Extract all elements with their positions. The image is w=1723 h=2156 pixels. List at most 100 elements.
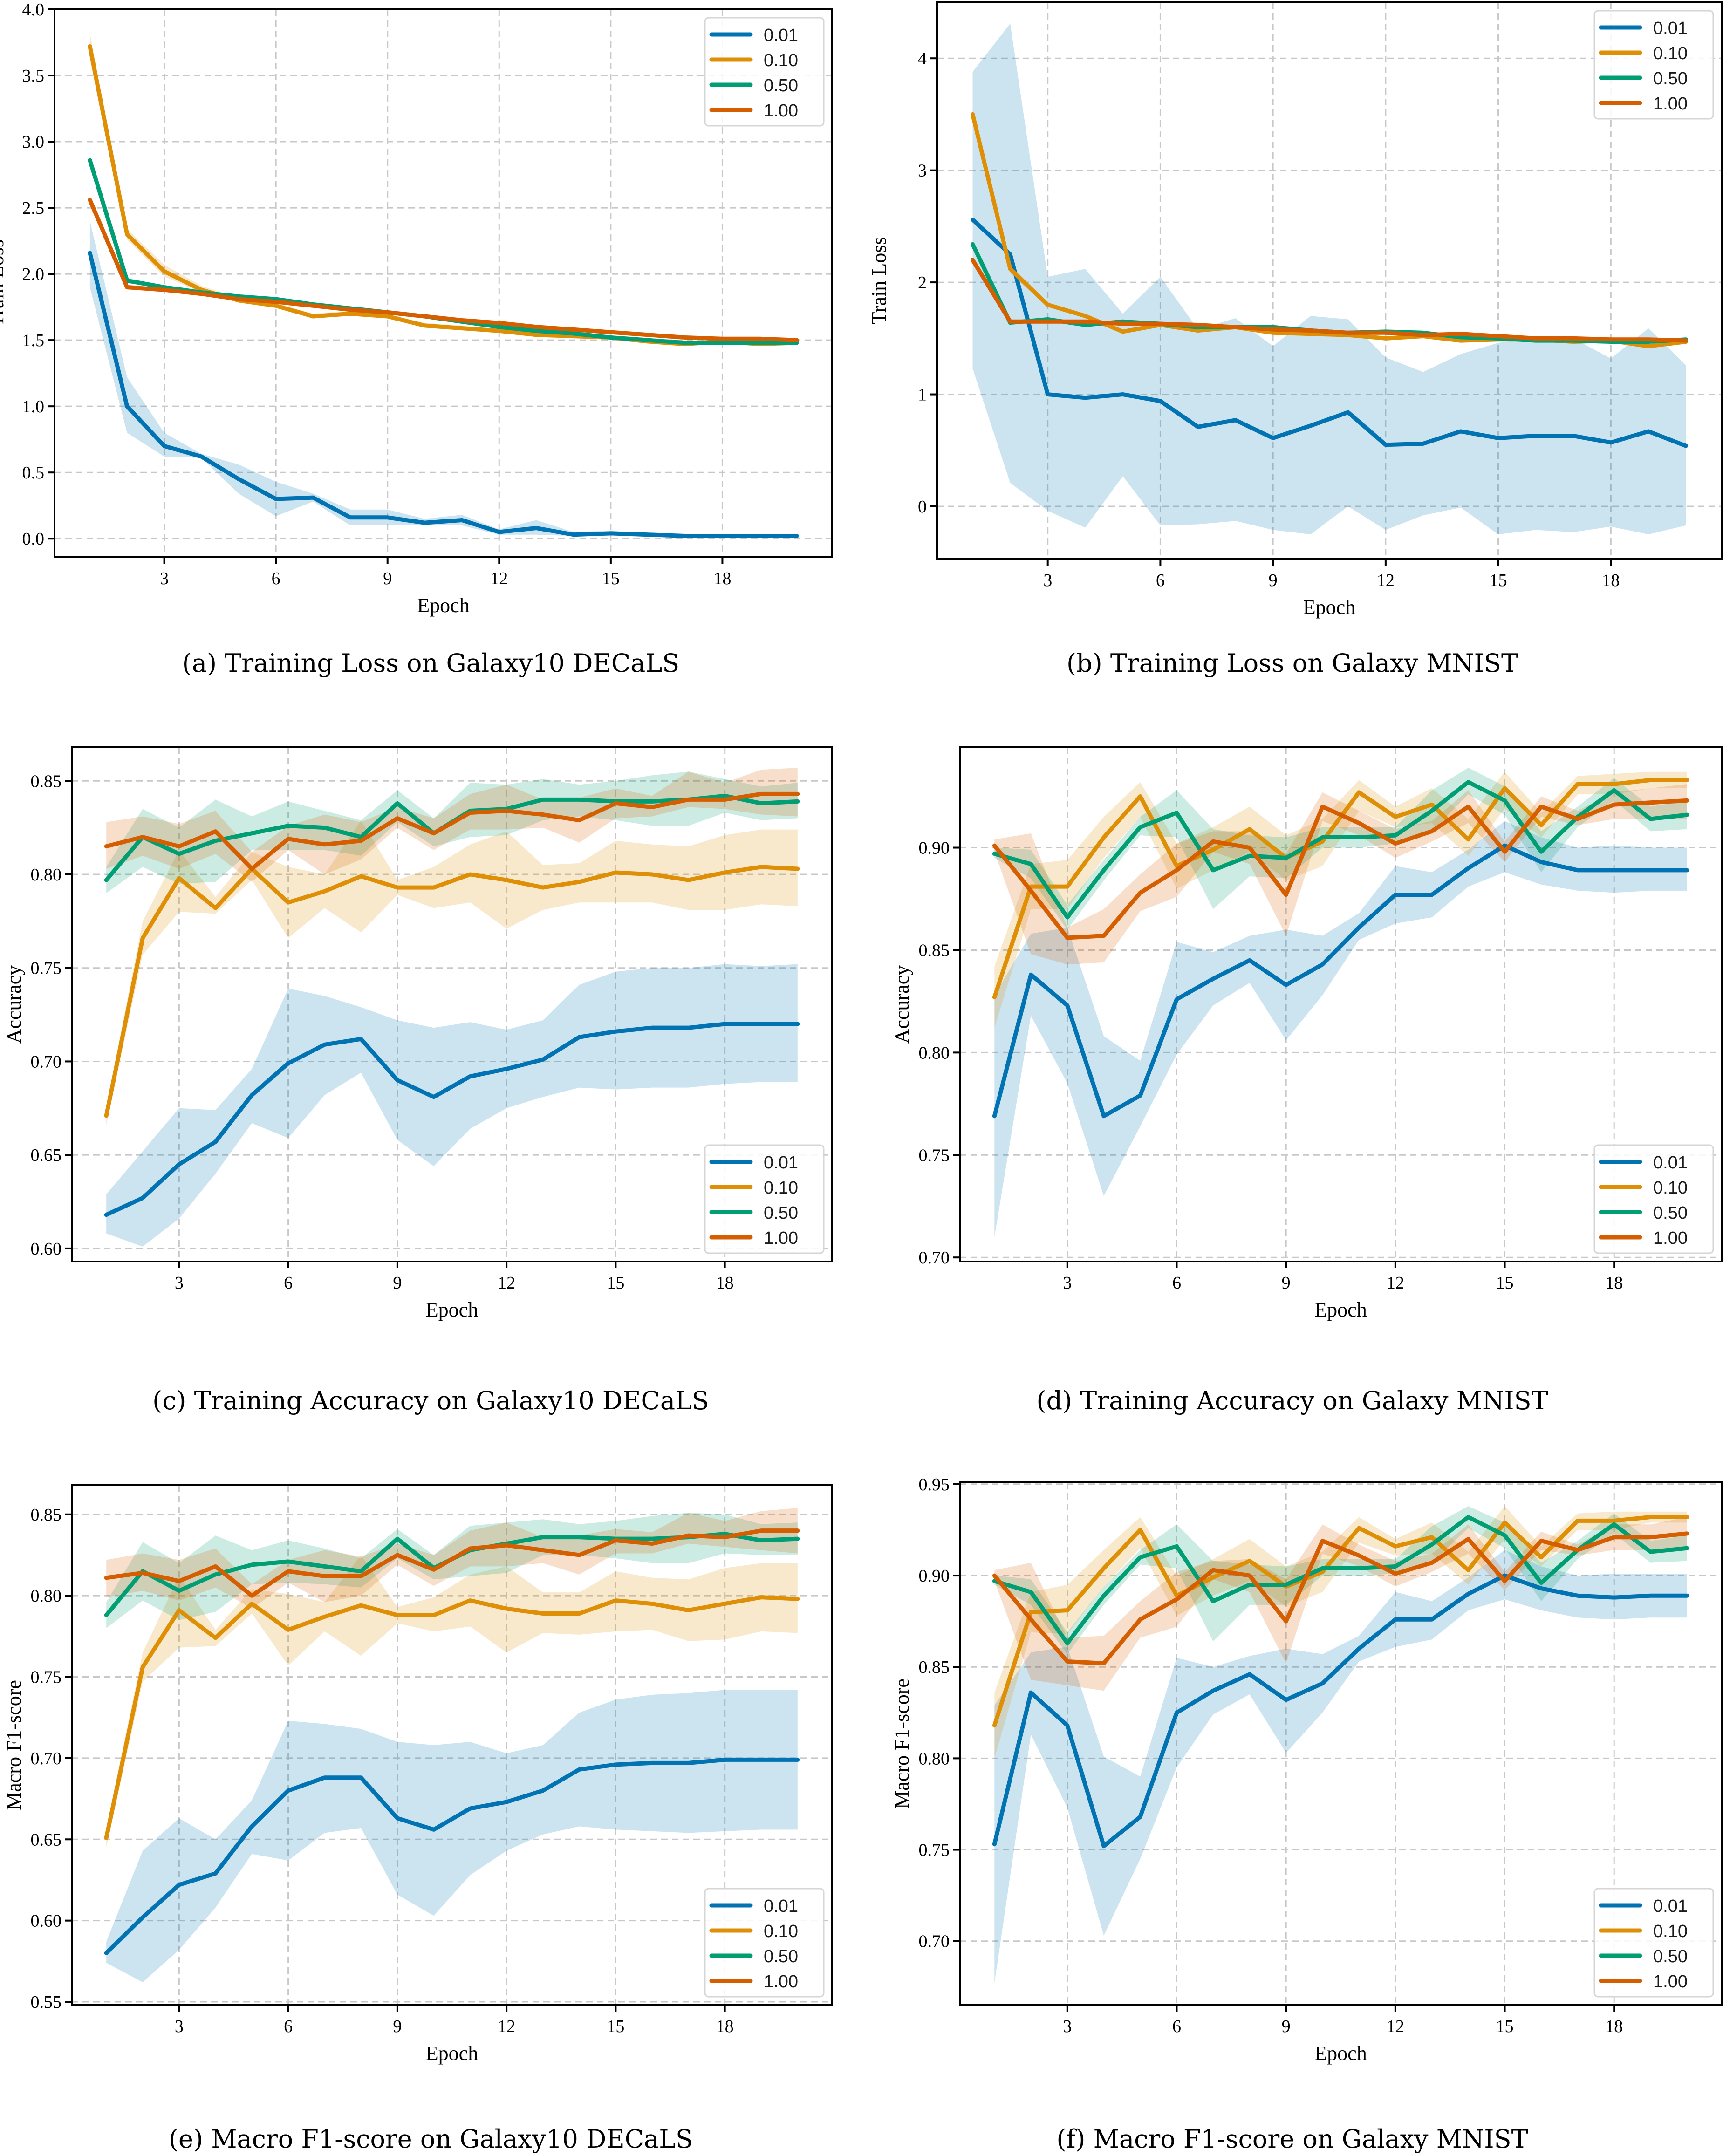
series-lines [992,778,1689,1119]
legend-label-1.00: 1.00 [764,1228,798,1248]
y-axis: 0.0 0.5 1.0 1.5 2.0 2.5 3.0 3.5 4.0 [22,0,55,549]
caption-f: (f) Macro F1-score on Galaxy MNIST [1056,2124,1528,2154]
x-tick-label: 18 [1602,571,1620,590]
y-tick-label: 0.60 [31,1239,62,1259]
legend-box [704,1888,825,1998]
y-tick-label: 1 [918,385,927,405]
y-tick-label: 3 [918,161,927,181]
x-axis-label: Epoch [1314,1298,1367,1321]
x-axis-label: Epoch [426,1298,478,1321]
grid [72,747,832,1262]
x-tick-label: 3 [175,2017,184,2036]
y-axis: 0 1 2 3 4 [918,49,937,517]
x-tick-label: 18 [1605,2017,1623,2036]
series-line-1.00 [104,1528,800,1598]
x-tick-label: 6 [284,1273,293,1293]
y-tick-label: 0.0 [22,529,45,549]
legend-label-0.50: 0.50 [1653,69,1688,89]
x-tick-label: 9 [1269,571,1278,590]
x-axis-label: Epoch [417,594,469,617]
x-tick-label: 9 [1282,1273,1291,1293]
y-tick-label: 0.70 [31,1052,62,1071]
legend-box [1593,1144,1714,1254]
x-axis: 3 6 9 12 15 18 [160,557,731,588]
chart-d: 3 6 9 12 15 18 0.70 0.75 0.80 0.85 0.90 Epoch Accura… [890,746,1723,1321]
confidence-bands [972,23,1686,535]
y-tick-label: 2.0 [22,265,45,284]
panel-c: 3 6 9 12 15 18 0.60 0.65 0.70 0.75 0.80 0.85 Epoch Ac… [0,727,862,1360]
y-tick-label: 0.95 [919,1475,950,1494]
caption-d: (d) Training Accuracy on Galaxy MNIST [1036,1386,1548,1415]
y-tick-label: 0.90 [919,839,950,858]
plot-frame [71,746,833,1262]
x-tick-label: 18 [716,2017,734,2036]
series-line-1.00 [104,791,800,871]
x-tick-label: 3 [1063,1273,1072,1293]
series-line-0.01 [992,1573,1689,1849]
legend-label-0.50: 0.50 [1653,1203,1688,1223]
x-tick-label: 18 [713,569,731,588]
panel-e: 3 6 9 12 15 18 0.55 0.60 0.65 0.70 0.75 0.80 0.85 Epo… [0,1463,862,2106]
y-tick-label: 0.5 [22,463,45,483]
y-tick-label: 0.90 [919,1566,950,1586]
legend: 0.01 0.10 0.50 1.00 [1593,10,1714,120]
legend-label-0.01: 0.01 [1653,19,1688,38]
legend-label-0.10: 0.10 [1653,44,1688,63]
chart-f: 3 6 9 12 15 18 0.70 0.75 0.80 0.85 0.90 0.95 Epoch Ma… [890,1475,1723,2065]
legend: 0.01 0.10 0.50 1.00 [704,1144,825,1254]
band-0.01 [89,221,797,536]
series-lines [88,44,799,539]
x-axis-label: Epoch [1314,2042,1367,2065]
y-tick-label: 0.65 [31,1146,62,1165]
panel-d: 3 6 9 12 15 18 0.70 0.75 0.80 0.85 0.90 Epoch Accura… [862,727,1723,1360]
y-tick-label: 0.80 [31,865,62,885]
plot-frame [959,746,1723,1262]
x-axis: 3 6 9 12 15 18 [1043,559,1620,590]
legend: 0.01 0.10 0.50 1.00 [704,1888,825,1998]
band-0.50 [89,157,797,344]
caption-a: (a) Training Loss on Galaxy10 DECaLS [182,648,680,678]
series-line-1.00 [971,258,1688,343]
y-tick-label: 0.65 [31,1830,62,1849]
legend-label-0.01: 0.01 [764,1153,798,1173]
y-axis-label: Accuracy [890,965,913,1044]
y-tick-label: 4.0 [22,0,45,20]
legend-label-0.50: 0.50 [1653,1947,1688,1966]
x-tick-label: 3 [1063,2017,1072,2036]
y-tick-label: 0.85 [31,1505,62,1525]
x-tick-label: 6 [1172,1273,1181,1293]
x-tick-label: 15 [602,569,620,588]
y-tick-label: 0.70 [919,1932,950,1951]
y-tick-label: 4 [918,49,927,68]
series-line-0.01 [992,843,1689,1119]
legend-box [704,1144,825,1254]
x-axis-label: Epoch [426,2042,478,2065]
legend-label-1.00: 1.00 [1653,1972,1688,1992]
band-0.10 [994,771,1687,1028]
x-axis-label: Epoch [1303,596,1355,619]
band-0.50 [994,767,1687,930]
confidence-bands [89,33,797,536]
series-line-0.50 [992,1515,1689,1645]
y-tick-label: 1.5 [22,331,45,350]
y-tick-label: 0.85 [31,771,62,791]
x-tick-label: 3 [175,1273,184,1293]
plot-frame [71,1484,833,2006]
y-axis: 0.70 0.75 0.80 0.85 0.90 [919,839,960,1268]
x-tick-label: 6 [1172,2017,1181,2036]
x-axis: 3 6 9 12 15 18 [1063,1262,1623,1293]
plot-frame [936,1,1723,560]
series-line-1.00 [88,198,799,342]
series-lines [104,791,800,1217]
legend-label-0.50: 0.50 [764,1203,798,1223]
panel-f: 3 6 9 12 15 18 0.70 0.75 0.80 0.85 0.90 0.95 Epoch Ma… [862,1463,1723,2106]
series-line-0.10 [104,1595,800,1840]
series-line-1.00 [992,1531,1689,1665]
x-tick-label: 12 [1387,1273,1404,1293]
legend-box [704,17,825,127]
x-tick-label: 6 [1156,571,1165,590]
legend-label-0.10: 0.10 [1653,1178,1688,1198]
x-tick-label: 12 [1377,571,1395,590]
band-0.10 [106,1555,798,1848]
